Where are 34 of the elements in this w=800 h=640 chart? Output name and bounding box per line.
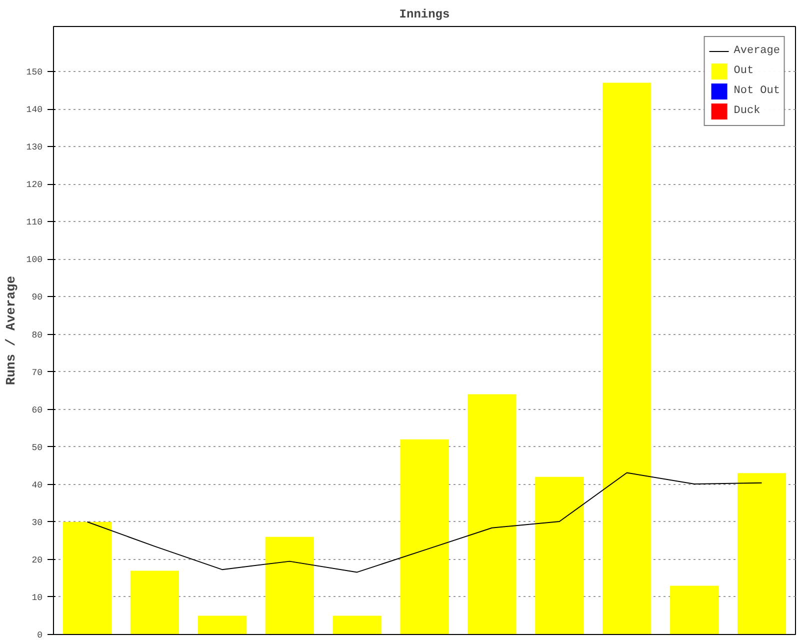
y-tick-label: 0	[37, 630, 43, 640]
bar	[737, 473, 786, 634]
bar	[535, 476, 584, 634]
y-tick-label: 60	[32, 405, 43, 416]
bar	[62, 522, 112, 634]
legend-label: Out	[734, 65, 754, 77]
y-tick-label: 120	[26, 180, 42, 190]
y-tick-label: 10	[32, 592, 43, 603]
bar	[130, 570, 179, 634]
bar	[198, 616, 246, 634]
y-tick-label: 50	[32, 442, 43, 453]
y-axis-title: Runs / Average	[3, 276, 18, 386]
legend-label: Average	[734, 45, 780, 57]
y-tick-label: 40	[32, 480, 43, 490]
y-tick-label: 20	[32, 555, 43, 566]
y-tick-label: 150	[26, 68, 42, 78]
bar	[468, 394, 516, 634]
y-tick-label: 90	[32, 292, 43, 303]
bar	[265, 536, 314, 634]
legend-label: Duck	[734, 105, 760, 117]
bar	[670, 586, 719, 634]
bar	[602, 82, 652, 634]
bar	[400, 439, 449, 634]
y-tick-label: 110	[26, 218, 42, 228]
chart-title: Innings	[399, 8, 450, 22]
bar	[332, 616, 382, 634]
y-tick-label: 70	[32, 368, 43, 378]
y-tick-label: 30	[32, 518, 43, 528]
y-tick-label: 130	[26, 142, 42, 153]
y-tick-label: 140	[26, 105, 42, 116]
legend-label: Not Out	[734, 85, 780, 97]
y-tick-label: 80	[32, 330, 43, 340]
y-tick-label: 100	[26, 255, 42, 266]
line-series	[86, 472, 762, 573]
